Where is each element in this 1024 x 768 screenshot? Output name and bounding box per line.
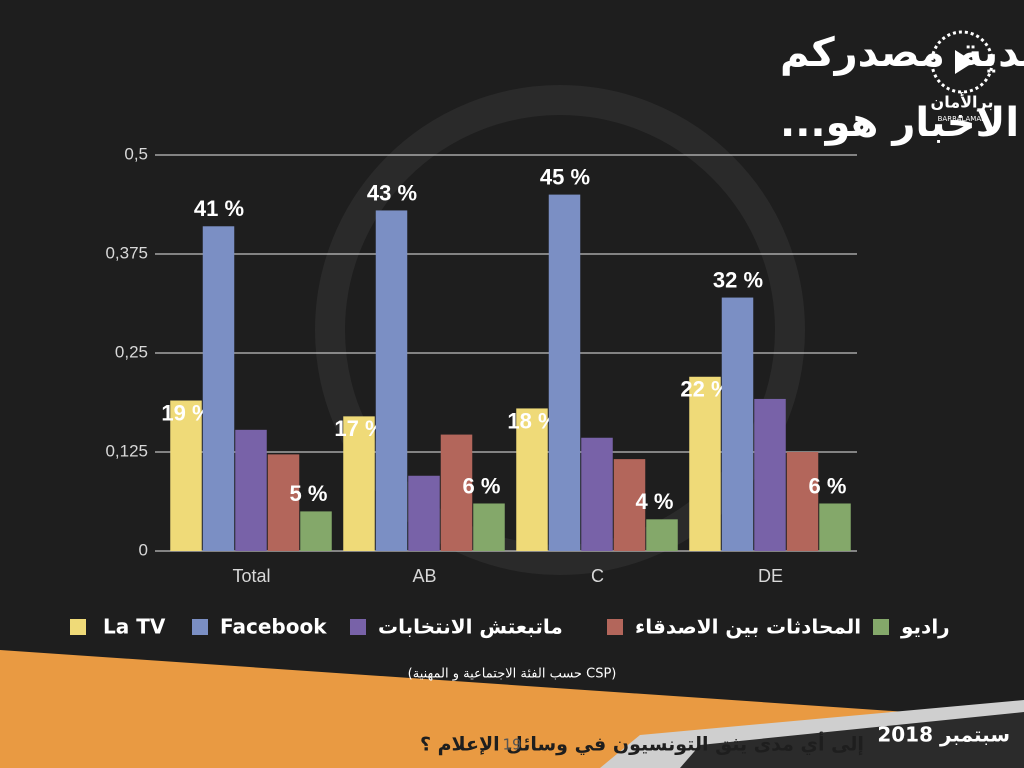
bar — [689, 376, 721, 551]
data-label: 32 % — [713, 267, 763, 292]
bar — [581, 437, 613, 551]
footer-question: إلى أي مدى يثق التونسيون في وسائل الإعلا… — [420, 732, 864, 757]
legend-label: La TV — [103, 615, 166, 639]
y-tick-label: 0 — [139, 540, 148, 559]
bar — [646, 519, 678, 551]
data-label: 43 % — [367, 180, 417, 205]
y-tick-label: 0,125 — [105, 441, 148, 460]
legend-swatch — [873, 619, 889, 635]
bar — [613, 459, 646, 551]
bar — [754, 398, 786, 551]
chart-title: في الانتخابات البلدية مصدركم — [780, 30, 1024, 76]
logo: برالأمان BARRALAMAN — [930, 30, 994, 123]
chart-note: (حسب الفئة الاجتماعية و المهنية CSP) — [408, 667, 617, 682]
data-label: 6 % — [463, 473, 501, 498]
data-label: 4 % — [636, 489, 674, 514]
legend-swatch — [607, 619, 623, 635]
data-label: 6 % — [809, 473, 847, 498]
bar — [721, 297, 754, 551]
y-tick-label: 0,5 — [124, 144, 148, 163]
bar — [375, 210, 408, 551]
bar — [786, 452, 819, 551]
footer-date: سبتمبر 2018 — [877, 723, 1010, 747]
y-tick-label: 0,375 — [105, 243, 148, 262]
bar — [202, 226, 235, 551]
bar — [473, 503, 505, 551]
logo-text: برالأمان — [931, 93, 994, 112]
bar — [516, 408, 548, 551]
bar — [300, 511, 332, 551]
legend-swatch — [350, 619, 366, 635]
legend-swatch — [192, 619, 208, 635]
legend-label: راديو — [900, 615, 950, 639]
y-tick-label: 0,25 — [115, 342, 148, 361]
x-tick-label: C — [591, 566, 604, 586]
bar — [548, 194, 581, 551]
data-label: 41 % — [194, 196, 244, 221]
bar — [408, 475, 440, 551]
bar — [267, 454, 300, 551]
data-label: 45 % — [540, 164, 590, 189]
logo-play — [955, 50, 974, 74]
page-number: 19 — [502, 736, 521, 754]
watermark — [315, 85, 805, 575]
data-label: 5 % — [290, 481, 328, 506]
legend-label: Facebook — [220, 615, 327, 639]
x-tick-label: AB — [412, 566, 436, 586]
x-tick-label: Total — [232, 566, 270, 586]
bar — [343, 416, 375, 551]
logo-subtext: BARRALAMAN — [938, 115, 987, 123]
legend-label: المحادثات بين الاصدقاء — [635, 615, 861, 639]
legend-label: ماتبعتش الانتخابات — [378, 615, 563, 639]
chart-title: الرئيسي متاع الاخبار هو... — [780, 100, 1024, 146]
bar — [235, 429, 267, 551]
bar — [440, 434, 473, 551]
footer-band-dark — [680, 712, 1024, 768]
bar — [819, 503, 851, 551]
legend-swatch — [70, 619, 86, 635]
logo-ring — [930, 30, 994, 94]
bar — [170, 400, 202, 551]
x-tick-label: DE — [758, 566, 783, 586]
